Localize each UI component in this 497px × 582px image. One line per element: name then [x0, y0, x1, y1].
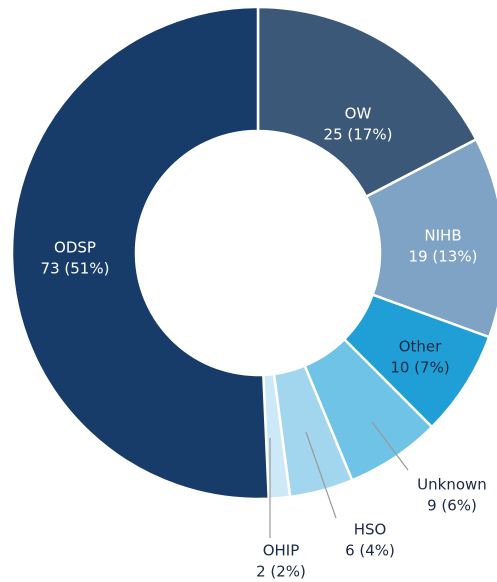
leader-line [305, 431, 337, 519]
slice-label: Unknown [417, 476, 487, 494]
slice-label: OHIP [263, 542, 300, 560]
slice-value-label: 6 (4%) [345, 542, 395, 560]
slice-value-label: 10 (7%) [390, 359, 449, 377]
slice-label: ODSP [54, 239, 96, 257]
slice-value-label: 73 (51%) [41, 260, 110, 278]
slice-value-label: 2 (2%) [256, 563, 306, 581]
slice-label: NIHB [424, 227, 461, 245]
slice [364, 137, 497, 339]
slice-label: Other [399, 338, 442, 356]
slice-label: OW [345, 105, 372, 123]
slice-value-label: 9 (6%) [427, 497, 477, 515]
leader-line [371, 421, 409, 471]
slice-label: HSO [354, 521, 387, 539]
slice-value-label: 25 (17%) [324, 126, 393, 144]
slice-value-label: 19 (13%) [409, 248, 478, 266]
slice [10, 5, 271, 501]
slice [256, 5, 478, 199]
